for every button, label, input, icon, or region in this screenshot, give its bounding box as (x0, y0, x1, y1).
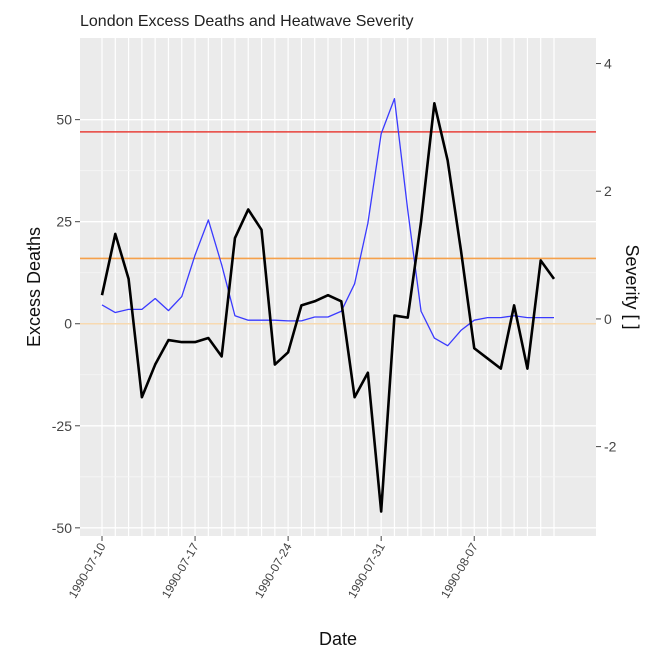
grid (80, 38, 596, 536)
series-lines (100, 98, 556, 513)
y-tick-label: -25 (52, 418, 72, 434)
x-tick-label: 1990-07-24 (252, 540, 295, 600)
plot-panel (80, 38, 596, 536)
y-tick-label: 0 (64, 316, 72, 332)
x-tick-label: 1990-07-10 (66, 540, 109, 600)
y2-axis-title: Severity [ ] (622, 244, 642, 329)
y2-axis-ticks: -2 0 2 4 (596, 56, 617, 455)
x-axis-title: Date (319, 629, 357, 649)
series-line-excess-deaths (100, 102, 556, 513)
series-line-severity (101, 98, 554, 347)
x-tick-label: 1990-07-31 (345, 540, 388, 600)
y-tick-label: 25 (56, 214, 72, 230)
y-axis-ticks: -50 -25 0 25 50 (52, 112, 80, 536)
y-tick-label: 50 (56, 112, 72, 128)
x-tick-label: 1990-08-07 (438, 540, 481, 600)
chart-title: London Excess Deaths and Heatwave Severi… (80, 13, 414, 30)
y-axis-title: Excess Deaths (24, 227, 44, 347)
x-axis-ticks: 1990-07-10 1990-07-17 1990-07-24 1990-07-31… (66, 536, 481, 601)
x-tick-label: 1990-07-17 (159, 540, 202, 600)
y2-tick-label: 0 (604, 311, 612, 327)
y2-tick-label: 2 (604, 183, 612, 199)
y2-tick-label: -2 (604, 439, 617, 455)
y2-tick-label: 4 (604, 56, 612, 72)
y-tick-label: -50 (52, 520, 72, 536)
